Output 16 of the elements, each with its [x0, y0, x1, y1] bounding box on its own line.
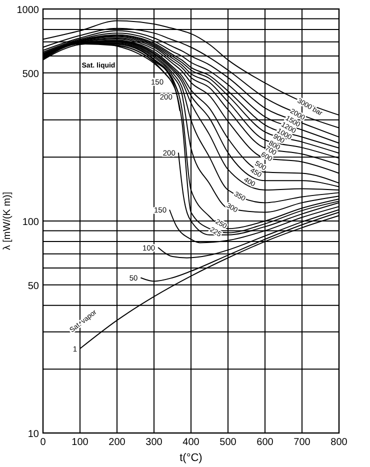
- y-tick-label: 50: [28, 280, 40, 292]
- y-tick-label: 10: [28, 429, 40, 440]
- x-axis-title: t(°C): [180, 452, 202, 464]
- x-tick-label: 300: [146, 437, 163, 448]
- x-tick-label: 700: [294, 437, 311, 448]
- y-tick-label: 500: [22, 68, 40, 80]
- x-tick-label: 800: [330, 437, 348, 448]
- x-tick-label: 500: [220, 437, 237, 448]
- x-tick-label: 100: [72, 437, 89, 448]
- x-tick-label: 200: [108, 437, 126, 448]
- y-axis-title: λ [mW/(K m)]: [2, 192, 13, 250]
- x-tick-label: 600: [256, 437, 274, 448]
- x-tick-label: 400: [182, 437, 200, 448]
- y-tick-label: 100: [22, 217, 40, 228]
- x-tick-label: 0: [40, 437, 46, 448]
- y-tick-label: 1000: [16, 5, 40, 16]
